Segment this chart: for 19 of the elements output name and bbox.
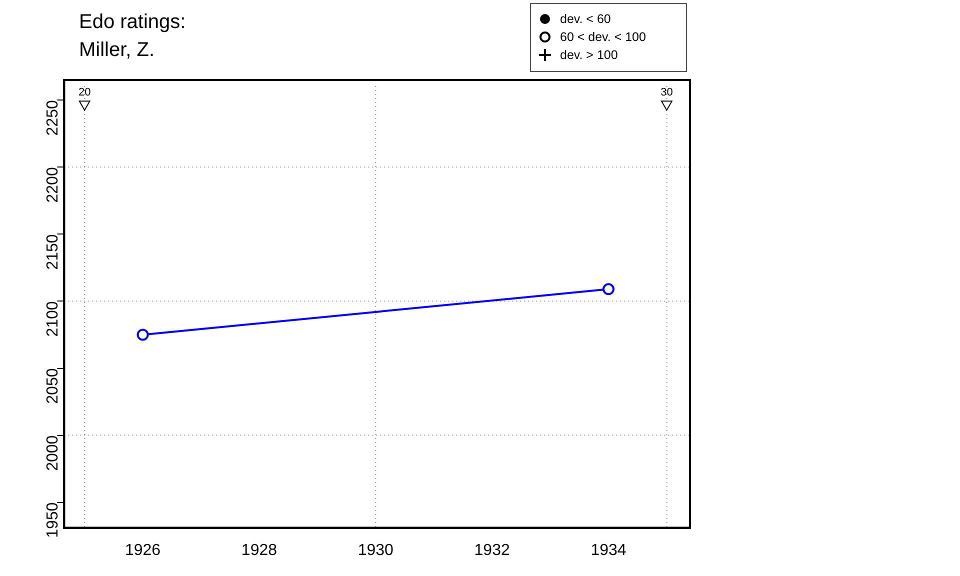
x-tick-label: 1926 [124,542,161,559]
annotation: 30 [660,86,673,99]
y-tick-label: 2150 [44,234,62,270]
text: 60 < dev. < 100 [560,29,646,46]
x-tick-label: 1930 [358,542,394,559]
chart-title: Edo ratings: [79,10,186,35]
y-tick-label: 2100 [44,301,62,337]
x-tick-label: 1932 [474,542,510,559]
x-tick-label: 1934 [590,542,626,559]
x-tick-label: 1928 [241,542,278,559]
text: dev. < 60 [560,11,611,28]
y-tick-label: 2050 [44,368,62,404]
annotation: 20 [78,86,91,99]
chart-subtitle: Miller, Z. [79,38,156,63]
y-tick-label: 2200 [44,167,62,203]
y-tick-label: 2250 [44,100,62,136]
y-tick-label: 1950 [44,502,62,538]
text: dev. > 100 [560,47,618,64]
y-tick-label: 2000 [44,435,62,471]
